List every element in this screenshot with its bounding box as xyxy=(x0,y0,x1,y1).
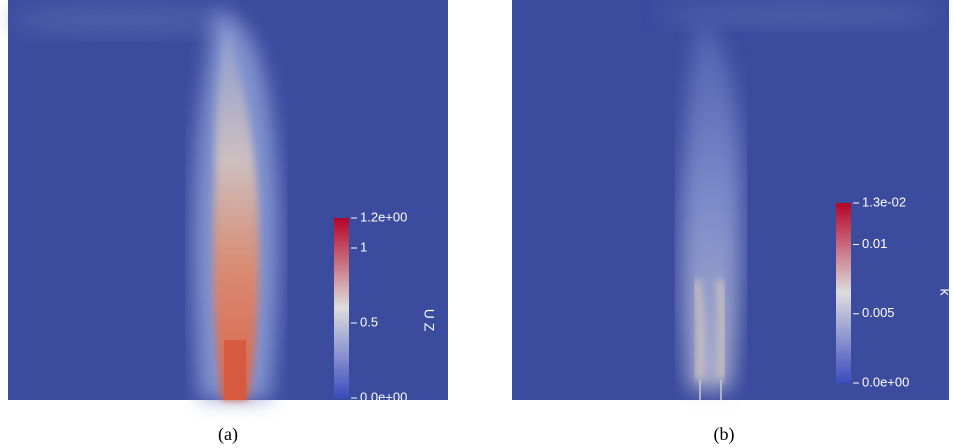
colorbar-b xyxy=(836,203,851,383)
caption: (b) xyxy=(714,424,735,445)
colorbar-tick-label: 0.5 xyxy=(360,314,378,329)
colorbar-a xyxy=(334,218,349,398)
colorbar-title: k xyxy=(937,289,953,297)
colorbar-tick-label: 1.2e+00 xyxy=(360,209,407,224)
colorbar-tick-label: 1 xyxy=(360,239,367,254)
panel-b-image xyxy=(512,0,949,400)
colorbar-tick-label: 1.3e-02 xyxy=(862,194,906,209)
caption: (a) xyxy=(218,424,238,445)
colorbar-tick-label: 0.0e+00 xyxy=(862,374,909,389)
colorbar-tick-label: 0.0e+00 xyxy=(360,389,407,404)
colorbar-title: U Z xyxy=(421,309,437,332)
panel-a-image xyxy=(8,0,448,400)
colorbar-tick-label: 0.005 xyxy=(862,305,895,320)
colorbar-tick-label: 0.01 xyxy=(862,236,887,251)
